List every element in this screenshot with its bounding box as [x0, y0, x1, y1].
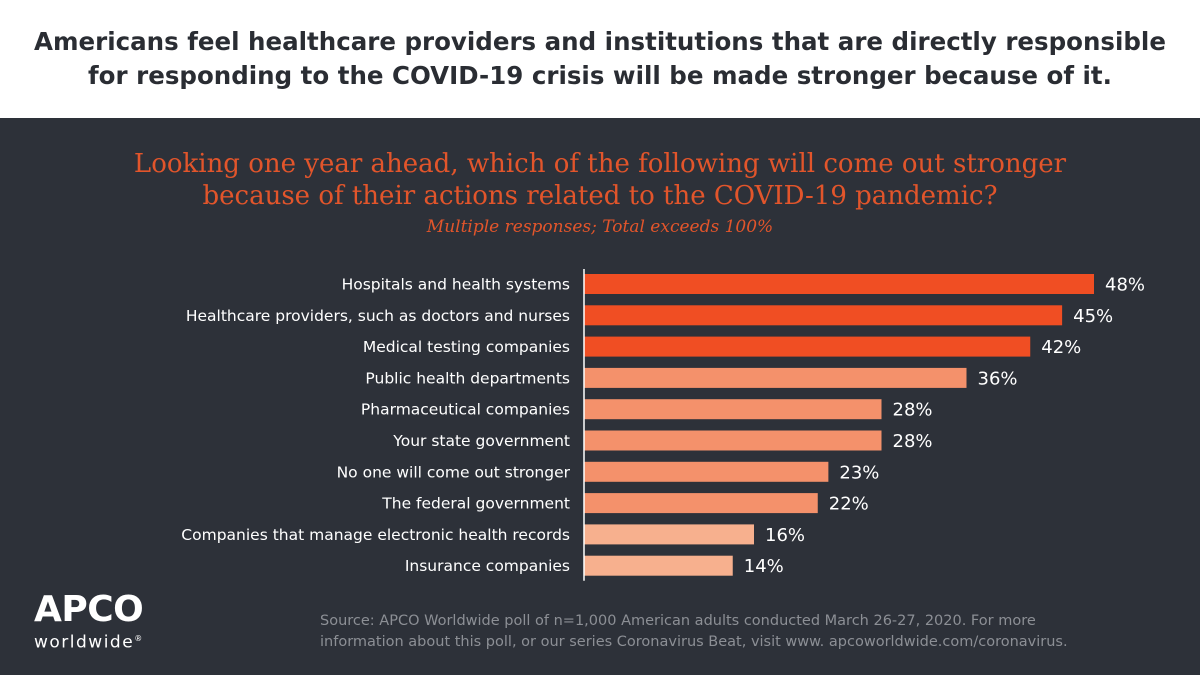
question-line-1: Looking one year ahead, which of the fol… [133, 149, 1067, 179]
headline-line-2: for responding to the COVID-19 crisis wi… [88, 61, 1112, 90]
value-label: 28% [893, 400, 933, 421]
value-label: 36% [978, 368, 1018, 389]
question-line-2: because of their actions related to the … [202, 181, 998, 211]
category-label: Hospitals and health systems [342, 276, 570, 294]
headline-line-1: Americans feel healthcare providers and … [34, 27, 1166, 56]
logo-sub: worldwide® [34, 628, 143, 654]
value-label: 16% [765, 525, 805, 546]
source-note: Source: APCO Worldwide poll of n=1,000 A… [320, 611, 1180, 653]
bar [584, 367, 967, 388]
logo-sub-text: worldwide [34, 632, 135, 653]
value-label: 22% [829, 494, 869, 515]
category-label: Your state government [392, 432, 570, 450]
bar [584, 430, 882, 451]
bar [584, 274, 1094, 294]
value-label: 28% [893, 431, 933, 452]
value-label: 42% [1041, 337, 1081, 358]
category-label: Pharmaceutical companies [361, 401, 570, 419]
bar [584, 461, 829, 482]
bar [584, 555, 733, 576]
bar [584, 336, 1031, 357]
value-label: 23% [839, 462, 879, 483]
bar-chart: Hospitals and health systems 48% Healthcar… [181, 269, 1145, 581]
logo-registered-mark: ® [134, 634, 143, 643]
category-label: The federal government [381, 495, 570, 513]
category-label: Companies that manage electronic health … [181, 526, 570, 544]
bar [584, 493, 818, 514]
headline: Americans feel healthcare providers and … [0, 0, 1200, 118]
value-label: 48% [1105, 275, 1145, 296]
source-line-2: information about this poll, or our seri… [320, 634, 1068, 650]
value-label: 14% [744, 556, 784, 577]
source-line-1: Source: APCO Worldwide poll of n=1,000 A… [320, 613, 1036, 629]
category-label: No one will come out stronger [337, 463, 571, 481]
logo-name: APCO [34, 589, 144, 630]
category-label: Insurance companies [405, 557, 570, 575]
chart-panel: Looking one year ahead, which of the fol… [0, 118, 1200, 675]
apco-logo: APCO worldwide® [34, 589, 144, 654]
category-label: Healthcare providers, such as doctors an… [186, 307, 570, 325]
bar [584, 524, 754, 545]
bar [584, 305, 1063, 326]
bar [584, 399, 882, 420]
value-label: 45% [1073, 306, 1113, 327]
category-label: Medical testing companies [363, 338, 570, 356]
question-note: Multiple responses; Total exceeds 100% [426, 217, 774, 237]
category-label: Public health departments [365, 369, 570, 387]
survey-question: Looking one year ahead, which of the fol… [0, 148, 1200, 240]
